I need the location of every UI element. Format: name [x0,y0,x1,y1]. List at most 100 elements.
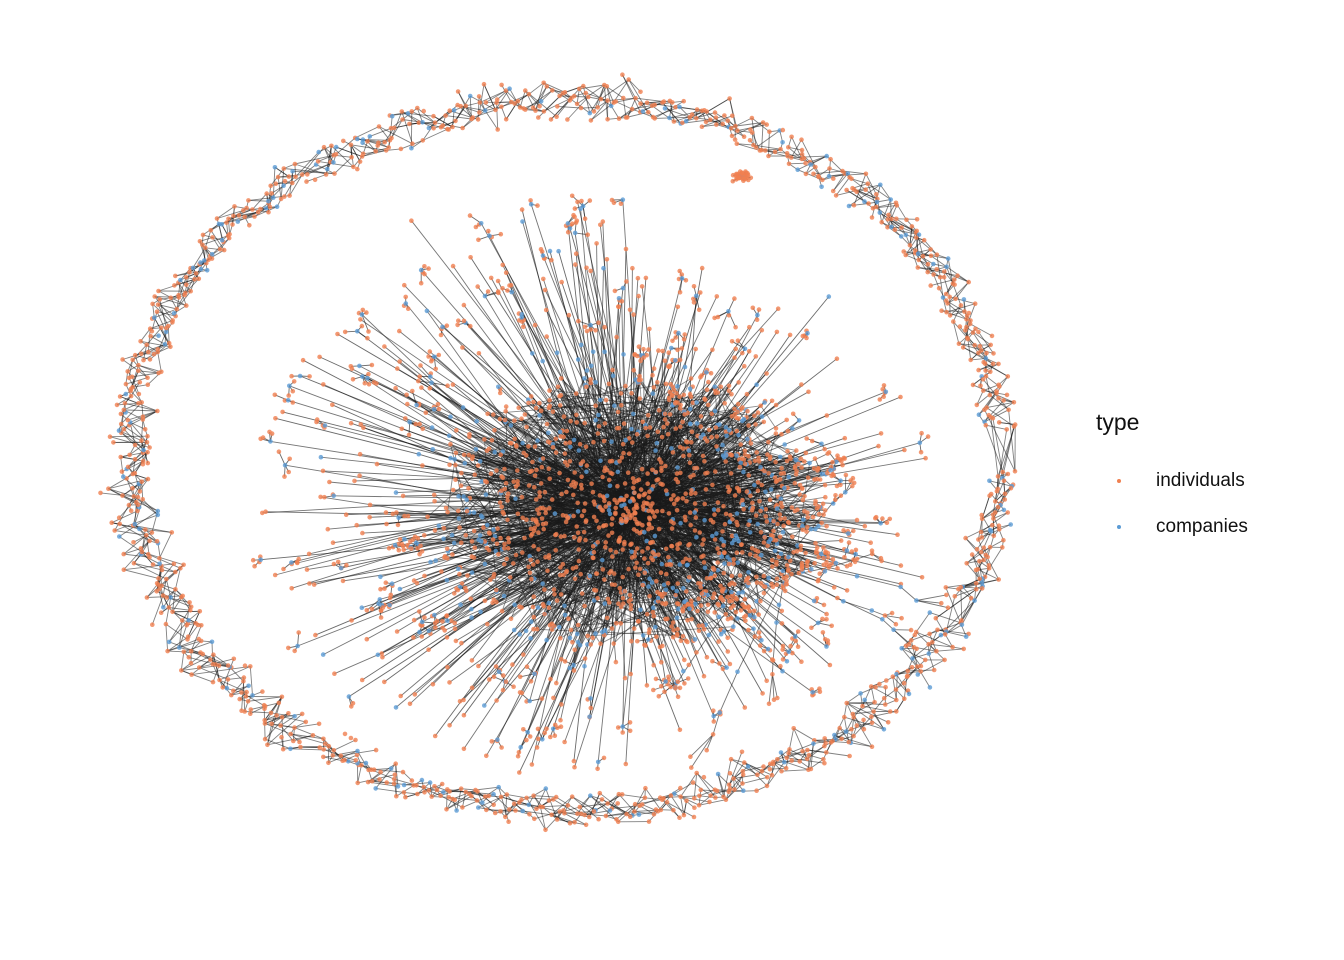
edge [357,750,369,771]
edge [355,126,380,139]
edge [475,786,499,791]
edge [114,530,147,536]
edge [411,140,424,149]
edge [231,691,247,696]
edge [174,568,181,590]
node [909,638,914,643]
edge [579,803,608,808]
edge [124,402,158,412]
edge [736,143,754,146]
edge [896,218,917,234]
edge [842,170,866,175]
edge [969,323,993,337]
edge [865,189,878,200]
edge [852,183,868,189]
node [607,808,613,813]
edge [860,686,876,694]
node [915,672,921,677]
edge [323,756,343,762]
edge [928,653,935,671]
edge [567,96,589,120]
node [935,627,940,633]
edge [789,749,808,760]
edge [152,303,155,318]
edge [111,510,138,524]
node [884,678,889,683]
node [642,795,648,801]
edge [283,176,296,187]
edge [768,131,770,157]
node [657,795,663,800]
node [1001,537,1006,543]
edge [936,254,941,278]
edge [384,127,395,143]
edge [965,537,978,550]
node [691,814,697,820]
node [915,664,920,669]
edge [930,279,955,287]
edge [237,211,259,223]
edge [362,142,376,152]
edge [788,146,803,151]
node [931,667,937,673]
edge [856,575,901,588]
edge [852,701,875,715]
edge [978,363,999,371]
node [491,802,497,808]
node [1005,471,1011,477]
edge [154,296,179,298]
edge [227,677,244,680]
edge [254,206,278,217]
edge [326,145,332,170]
edge [891,218,917,234]
edge [264,712,289,740]
edge [433,115,453,128]
edge [277,177,282,199]
edge [268,185,284,202]
node [849,726,854,732]
edge [248,696,282,702]
edge [127,451,148,468]
node [894,709,899,714]
edge [447,452,457,513]
edge [990,401,1015,418]
edge [375,787,404,793]
edge [689,116,711,121]
node [861,717,866,723]
edge [528,82,544,95]
edge [386,148,401,151]
edge [167,636,189,652]
node [950,644,955,650]
edge [793,727,815,741]
edge [853,716,872,737]
edge [123,569,159,579]
edge [597,84,605,108]
edge [199,667,229,680]
edge [966,326,991,346]
node [513,808,518,813]
edge [452,110,455,128]
node [842,714,847,720]
node [905,668,911,674]
edge [564,812,587,826]
node [643,785,648,791]
node [964,561,969,566]
edge [540,90,553,102]
node [498,809,503,814]
node [712,787,718,793]
node [797,759,802,764]
edge [132,384,148,388]
node [873,684,878,690]
edge [123,553,150,558]
node [991,516,996,521]
edge [952,321,960,344]
edge [654,117,670,119]
edge [122,359,139,372]
edge [401,111,413,144]
node [511,801,517,806]
node [887,709,893,714]
node [963,535,968,541]
node [822,760,827,766]
edge [533,788,547,797]
node [811,741,816,746]
